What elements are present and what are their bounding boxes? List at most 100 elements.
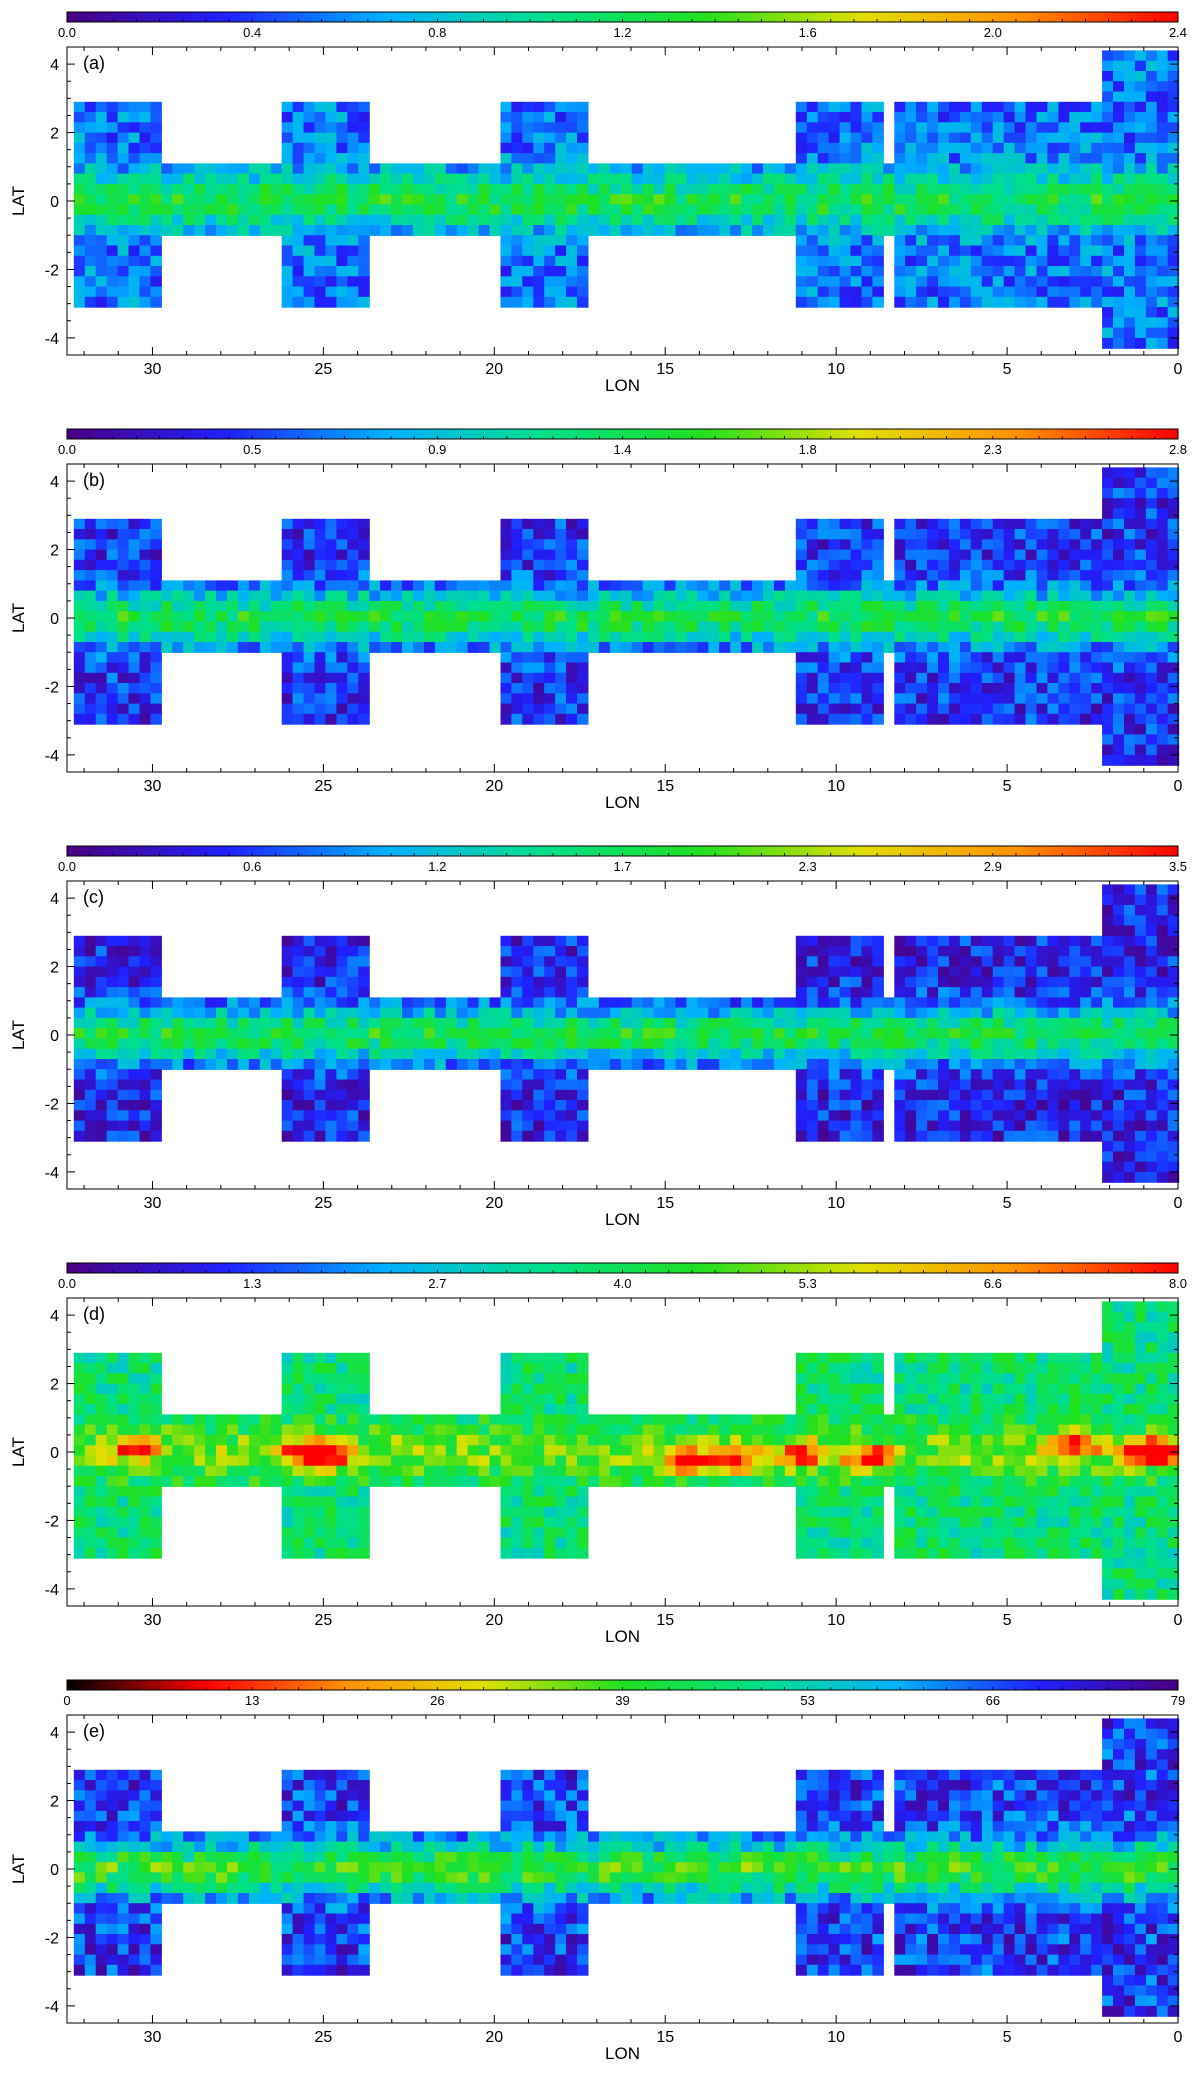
heatmap-cell bbox=[741, 611, 753, 623]
heatmap-cell bbox=[850, 580, 862, 592]
heatmap-cell bbox=[1014, 683, 1027, 694]
heatmap-cell bbox=[872, 101, 884, 113]
heatmap-cell bbox=[927, 600, 939, 612]
heatmap-cell bbox=[784, 997, 797, 1009]
heatmap-cell bbox=[1134, 276, 1147, 288]
heatmap-cell bbox=[861, 529, 873, 540]
heatmap-cell bbox=[1025, 1110, 1037, 1122]
heatmap-cell bbox=[708, 642, 720, 653]
heatmap-cell bbox=[916, 662, 928, 674]
heatmap-cell bbox=[1058, 1069, 1070, 1081]
heatmap-cell bbox=[1124, 235, 1136, 247]
heatmap-cell bbox=[1113, 724, 1125, 735]
heatmap-cell bbox=[73, 142, 86, 154]
heatmap-cell bbox=[642, 214, 655, 226]
heatmap-cell bbox=[281, 1007, 294, 1019]
heatmap-cell bbox=[850, 1100, 862, 1111]
heatmap-cell bbox=[850, 1028, 862, 1040]
heatmap-cell bbox=[784, 631, 797, 643]
heatmap-cell bbox=[555, 142, 567, 154]
heatmap-cell bbox=[402, 1017, 414, 1029]
heatmap-cell bbox=[128, 153, 140, 164]
heatmap-cell bbox=[434, 580, 447, 592]
heatmap-cell bbox=[1025, 997, 1037, 1009]
heatmap-cell bbox=[128, 590, 140, 602]
heatmap-cell bbox=[938, 590, 950, 602]
heatmap-cell bbox=[172, 1017, 184, 1029]
heatmap-cell bbox=[380, 642, 392, 653]
heatmap-cell bbox=[533, 713, 545, 725]
heatmap-cell bbox=[981, 225, 994, 236]
heatmap-cell bbox=[1102, 1120, 1114, 1132]
heatmap-cell bbox=[1069, 132, 1081, 144]
heatmap-cell bbox=[1124, 987, 1136, 998]
heatmap-cell bbox=[905, 266, 917, 277]
heatmap-cell bbox=[598, 173, 611, 185]
heatmap-cell bbox=[347, 122, 359, 134]
heatmap-cell bbox=[106, 935, 119, 947]
heatmap-cell bbox=[511, 976, 523, 988]
heatmap-cell bbox=[992, 296, 1005, 308]
heatmap-cell bbox=[795, 539, 808, 551]
heatmap-cell bbox=[588, 1007, 600, 1019]
heatmap-cell bbox=[817, 997, 830, 1009]
heatmap-cell bbox=[434, 1007, 447, 1019]
heatmap-cell bbox=[1025, 1130, 1037, 1142]
heatmap-cell bbox=[402, 1007, 414, 1019]
heatmap-cell bbox=[325, 163, 337, 175]
heatmap-cell bbox=[314, 600, 326, 612]
heatmap-cell bbox=[150, 1079, 162, 1091]
heatmap-cell bbox=[981, 1048, 994, 1060]
colorbar-tick-label: 2.8 bbox=[1169, 442, 1187, 457]
heatmap-cell bbox=[544, 703, 556, 715]
heatmap-cell bbox=[117, 1100, 130, 1111]
heatmap-cell bbox=[927, 204, 939, 216]
heatmap-cell bbox=[106, 142, 119, 154]
heatmap-cell bbox=[1134, 611, 1147, 623]
heatmap-cell bbox=[1167, 81, 1180, 93]
heatmap-cell bbox=[730, 225, 742, 236]
heatmap-cell bbox=[336, 946, 348, 957]
heatmap-cell bbox=[347, 987, 359, 998]
heatmap-cell bbox=[1102, 724, 1114, 735]
heatmap-cell bbox=[467, 204, 480, 216]
heatmap-cell bbox=[1134, 987, 1147, 998]
heatmap-cell bbox=[533, 286, 545, 298]
heatmap-cell bbox=[1091, 1017, 1103, 1029]
heatmap-cell bbox=[1167, 337, 1180, 349]
heatmap-cell bbox=[1167, 71, 1180, 82]
heatmap-cell bbox=[347, 1028, 359, 1040]
heatmap-cell bbox=[653, 183, 666, 195]
heatmap-cell bbox=[828, 662, 841, 674]
heatmap-cell bbox=[358, 153, 370, 164]
heatmap-cell bbox=[1047, 163, 1059, 175]
heatmap-cell bbox=[631, 183, 644, 195]
heatmap-cell bbox=[511, 132, 523, 144]
heatmap-cell bbox=[927, 266, 939, 277]
heatmap-cell bbox=[500, 976, 512, 988]
heatmap-cell bbox=[183, 631, 195, 643]
heatmap-cell bbox=[336, 1007, 348, 1019]
heatmap-cell bbox=[183, 600, 195, 612]
heatmap-cell bbox=[281, 204, 294, 216]
heatmap-cell bbox=[347, 672, 359, 684]
heatmap-cell bbox=[248, 1007, 261, 1019]
heatmap-cell bbox=[1036, 672, 1048, 684]
heatmap-cell bbox=[314, 1130, 326, 1142]
colorbar-tick-label: 2.9 bbox=[984, 859, 1002, 874]
heatmap-cell bbox=[1167, 693, 1180, 705]
heatmap-cell bbox=[970, 1100, 983, 1111]
heatmap-cell bbox=[500, 600, 512, 612]
heatmap-cell bbox=[281, 946, 294, 957]
heatmap-cell bbox=[325, 1110, 337, 1122]
heatmap-cell bbox=[959, 570, 972, 581]
heatmap-cell bbox=[1145, 1120, 1158, 1132]
heatmap-cell bbox=[237, 225, 250, 236]
heatmap-cell bbox=[1036, 683, 1048, 694]
heatmap-cell bbox=[1069, 987, 1081, 998]
heatmap-cell bbox=[708, 214, 720, 226]
heatmap-cell bbox=[905, 621, 917, 633]
heatmap-cell bbox=[894, 1079, 906, 1091]
heatmap-cell bbox=[412, 1059, 425, 1070]
heatmap-cell bbox=[970, 580, 983, 592]
